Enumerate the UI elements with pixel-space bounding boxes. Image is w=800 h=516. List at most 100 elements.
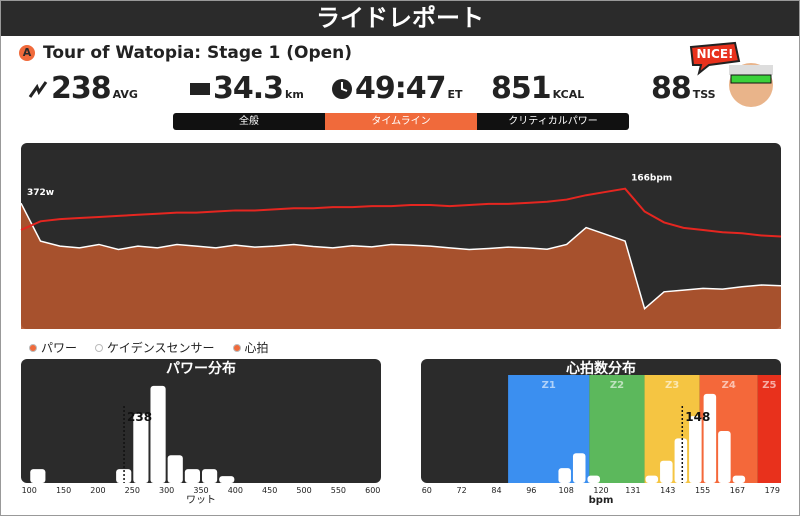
avatar-cap bbox=[729, 65, 773, 75]
histogram-bar bbox=[184, 469, 200, 483]
ride-badge: A bbox=[19, 45, 35, 61]
histogram-bar bbox=[30, 469, 46, 483]
stat-icon bbox=[332, 78, 352, 99]
heart-rate-line bbox=[20, 187, 782, 238]
histogram-bar bbox=[689, 416, 702, 483]
tab[interactable]: 全般 bbox=[173, 113, 325, 130]
histogram-bar bbox=[558, 468, 571, 483]
stat-value: 851 bbox=[491, 71, 552, 106]
stat-icon bbox=[28, 80, 48, 98]
power-area bbox=[21, 203, 781, 329]
legend-dot bbox=[95, 343, 104, 352]
page-title: ライドレポート bbox=[1, 1, 799, 36]
stat-value: 49:47 bbox=[355, 71, 446, 106]
ride-name: Tour of Watopia: Stage 1 (Open) bbox=[43, 43, 353, 63]
peak-label: 372w bbox=[27, 188, 54, 198]
x-tick-label: 450 bbox=[262, 486, 277, 495]
x-axis-label: ワット bbox=[186, 495, 216, 506]
stat-unit: TSS bbox=[692, 88, 716, 101]
legend: パワー ケイデンスセンサー 心拍 bbox=[29, 339, 269, 356]
avatar-glasses bbox=[730, 74, 772, 84]
histogram-panel bbox=[21, 359, 381, 483]
x-tick-label: 550 bbox=[331, 486, 346, 495]
x-tick-label: 100 bbox=[22, 486, 37, 495]
average-label: 238 bbox=[127, 410, 152, 424]
distance-icon bbox=[190, 82, 210, 95]
stat: 34.3 km bbox=[189, 71, 304, 106]
stat: 238 AVG bbox=[27, 71, 138, 106]
x-tick-label: 131 bbox=[625, 486, 640, 495]
histogram-bar bbox=[718, 431, 731, 483]
x-tick-label: 600 bbox=[365, 486, 380, 495]
stat-value: 88 bbox=[651, 71, 692, 106]
x-tick-label: 200 bbox=[90, 486, 105, 495]
stat-value: 34.3 bbox=[213, 71, 284, 106]
histogram-bar bbox=[674, 438, 688, 483]
x-axis-label: bpm bbox=[589, 495, 614, 506]
stat-unit: ET bbox=[447, 88, 463, 101]
histogram-bar bbox=[150, 385, 166, 483]
x-tick-label: 250 bbox=[125, 486, 140, 495]
x-tick-label: 143 bbox=[660, 486, 675, 495]
zone-label: Z5 bbox=[762, 380, 776, 391]
x-tick-label: 350 bbox=[193, 486, 208, 495]
stat: 851 KCAL bbox=[491, 71, 584, 106]
stat-unit: KCAL bbox=[552, 88, 585, 101]
zone-band bbox=[757, 375, 781, 483]
histogram-bar bbox=[167, 455, 183, 483]
x-tick-label: 500 bbox=[296, 486, 311, 495]
clock-hands bbox=[341, 81, 348, 92]
zone-label: Z1 bbox=[542, 380, 556, 391]
histogram-bar bbox=[219, 476, 235, 483]
legend-item[interactable]: 心拍 bbox=[232, 339, 269, 356]
tab[interactable]: タイムライン bbox=[325, 113, 477, 130]
stat: 49:47 ET bbox=[331, 71, 463, 106]
tabs: 全般 タイムライン クリティカルパワー bbox=[173, 113, 629, 130]
histogram-bar bbox=[572, 453, 586, 483]
x-tick-label: 179 bbox=[765, 486, 780, 495]
legend-item[interactable]: ケイデンスセンサー bbox=[95, 339, 215, 356]
legend-label: パワー bbox=[41, 341, 78, 355]
peak-label: 166bpm bbox=[631, 174, 672, 184]
histogram-bar bbox=[645, 475, 659, 483]
average-label: 148 bbox=[685, 410, 710, 424]
x-tick-label: 167 bbox=[730, 486, 745, 495]
histogram-bar bbox=[116, 469, 132, 483]
legend-dot bbox=[29, 343, 37, 352]
histogram-bar bbox=[202, 469, 218, 483]
histogram-bar bbox=[703, 393, 717, 483]
legend-item[interactable]: パワー bbox=[29, 339, 77, 356]
zone-band bbox=[589, 375, 645, 483]
histogram-bar bbox=[587, 475, 600, 483]
zone-label: Z3 bbox=[665, 380, 679, 391]
histogram-title: パワー分布 bbox=[166, 360, 236, 377]
legend-dot bbox=[232, 343, 241, 352]
histogram-bar bbox=[732, 475, 746, 483]
legend-label: 心拍 bbox=[244, 341, 269, 355]
x-tick-label: 155 bbox=[695, 486, 710, 495]
power-line bbox=[20, 202, 782, 311]
x-tick-label: 60 bbox=[422, 486, 432, 495]
stat-unit: AVG bbox=[112, 88, 138, 101]
x-tick-label: 300 bbox=[159, 486, 174, 495]
speech-bubble bbox=[689, 41, 741, 76]
power-icon bbox=[28, 80, 48, 98]
badge-text: NICE! bbox=[697, 47, 734, 61]
histogram-title: 心拍数分布 bbox=[566, 360, 636, 377]
stat-unit: km bbox=[285, 88, 304, 101]
histogram-bar bbox=[133, 413, 149, 483]
tab[interactable]: クリティカルパワー bbox=[477, 113, 629, 130]
stat-icon bbox=[190, 82, 210, 95]
x-tick-label: 84 bbox=[491, 486, 501, 495]
stat: 88 TSS bbox=[651, 71, 716, 106]
legend-label: ケイデンスセンサー bbox=[107, 341, 215, 355]
x-tick-label: 120 bbox=[593, 486, 608, 495]
stat-value: 238 bbox=[51, 71, 112, 106]
zone-label: Z4 bbox=[722, 380, 736, 391]
x-tick-label: 150 bbox=[56, 486, 71, 495]
histogram-bar bbox=[660, 460, 673, 483]
zone-label: Z2 bbox=[610, 380, 624, 391]
x-tick-label: 96 bbox=[526, 486, 536, 495]
x-tick-label: 72 bbox=[457, 486, 467, 495]
